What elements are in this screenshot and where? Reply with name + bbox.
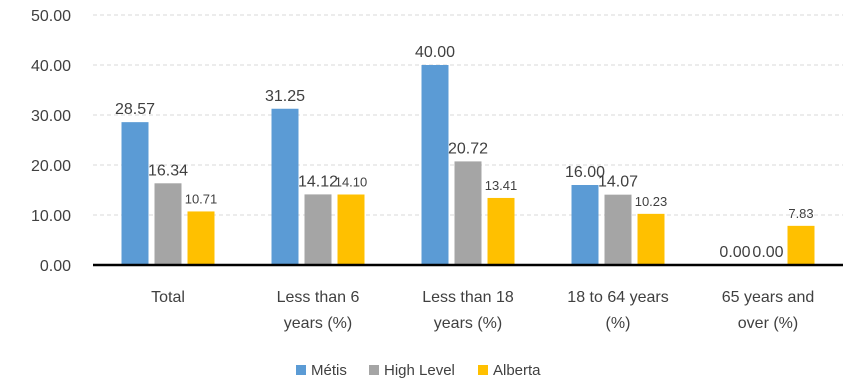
category-label: Total — [151, 289, 185, 306]
data-label: 14.07 — [598, 174, 638, 191]
y-tick-label: 10.00 — [31, 208, 71, 225]
category-label: (%) — [606, 315, 631, 332]
bars — [121, 65, 815, 266]
bar-m-tis — [571, 185, 599, 265]
data-label: 0.00 — [719, 244, 750, 261]
category-label: Less than 18 — [422, 289, 514, 306]
bar-alberta — [487, 197, 515, 265]
bar-high-level — [454, 161, 482, 265]
y-axis-ticks: 0.00 10.00 20.00 30.00 40.00 50.00 — [31, 8, 71, 275]
legend-label: High Level — [384, 362, 455, 379]
y-tick-label: 40.00 — [31, 58, 71, 75]
bar-alberta — [187, 211, 215, 265]
y-tick-label: 20.00 — [31, 158, 71, 175]
category-label: 18 to 64 years — [567, 289, 668, 306]
bar-m-tis — [271, 108, 299, 265]
data-label: 7.83 — [788, 206, 813, 221]
category-label: years (%) — [284, 315, 352, 332]
data-label: 14.10 — [335, 175, 368, 190]
data-label: 20.72 — [448, 140, 488, 157]
data-label: 10.71 — [185, 191, 218, 206]
data-label: 13.41 — [485, 178, 518, 193]
category-label: 65 years and — [722, 289, 815, 306]
y-tick-label: 50.00 — [31, 8, 71, 25]
category-label: years (%) — [434, 315, 502, 332]
bar-high-level — [304, 194, 332, 265]
data-label: 16.34 — [148, 162, 188, 179]
data-label: 40.00 — [415, 44, 455, 61]
legend-label: Métis — [311, 362, 347, 379]
legend-swatch — [369, 365, 379, 375]
bar-m-tis — [421, 65, 449, 265]
category-label: over (%) — [738, 315, 798, 332]
data-label: 0.00 — [752, 244, 783, 261]
legend-swatch — [478, 365, 488, 375]
category-labels: Total Less than 6 years (%) Less than 18 yea… — [151, 289, 814, 332]
data-label: 31.25 — [265, 88, 305, 105]
bar-alberta — [787, 225, 815, 265]
y-tick-label: 30.00 — [31, 108, 71, 125]
bar-m-tis — [121, 122, 149, 266]
category-label: Less than 6 — [277, 289, 360, 306]
bar-alberta — [337, 194, 365, 265]
data-label: 10.23 — [635, 194, 668, 209]
legend: Métis High Level Alberta — [296, 362, 541, 379]
y-tick-label: 0.00 — [40, 258, 71, 275]
bar-high-level — [604, 194, 632, 265]
legend-label: Alberta — [493, 362, 541, 379]
data-label: 14.12 — [298, 173, 338, 190]
data-label: 28.57 — [115, 101, 155, 118]
data-label: 16.00 — [565, 164, 605, 181]
bar-alberta — [637, 213, 665, 265]
bar-high-level — [154, 183, 182, 265]
legend-swatch — [296, 365, 306, 375]
